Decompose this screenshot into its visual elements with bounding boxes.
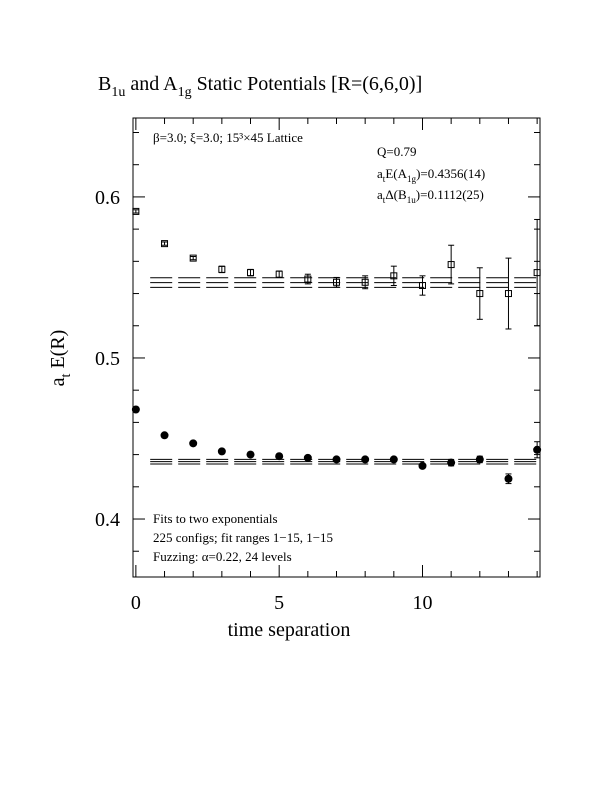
data-point: [247, 269, 255, 277]
annotation: Fuzzing: α=0.22, 24 levels: [153, 549, 292, 564]
data-point: [275, 452, 284, 461]
data-point: [303, 453, 312, 462]
subscript: t: [383, 195, 386, 205]
x-tick-label: 0: [131, 592, 141, 614]
text-segment: and A: [125, 73, 178, 95]
data-point: [132, 207, 140, 215]
annotation: atΔ(B1u)=0.1112(25): [377, 187, 484, 205]
text-segment: β=3.0; ξ=3.0; 15³×45 Lattice: [153, 130, 303, 145]
y-tick-label: 0.4: [95, 509, 120, 531]
text-segment: B: [98, 73, 111, 95]
text-segment: E(A: [385, 166, 407, 181]
data-point: [475, 455, 484, 464]
data-point: [189, 439, 198, 448]
data-point: [275, 270, 283, 278]
data-point: [504, 474, 513, 483]
data-point: [418, 461, 427, 470]
subscript: t: [383, 174, 386, 184]
subscript: 1g: [407, 174, 417, 184]
data-point: [447, 261, 455, 269]
data-point: [533, 269, 541, 277]
text-segment: Static Potentials [R=(6,6,0)]: [192, 73, 423, 95]
text-segment: Q=0.79: [377, 144, 416, 159]
x-tick-label: 10: [412, 592, 432, 614]
annotation: Q=0.79: [377, 144, 416, 159]
y-axis-label: at E(R): [47, 330, 74, 387]
subscript: t: [59, 373, 74, 377]
data-point: [447, 458, 456, 467]
data-point: [361, 278, 369, 286]
data-point: [131, 405, 140, 414]
text-segment: a: [377, 166, 383, 181]
data-point: [189, 254, 197, 262]
data-point: [304, 275, 312, 283]
data-point: [390, 272, 398, 280]
y-tick-label: 0.5: [95, 348, 120, 370]
data-point: [217, 447, 226, 456]
chart-title: B1u and A1g Static Potentials [R=(6,6,0)…: [98, 73, 422, 100]
data-point: [332, 455, 341, 464]
annotation: 225 configs; fit ranges 1−15, 1−15: [153, 530, 333, 545]
data-point: [476, 290, 484, 298]
annotation: atE(A1g)=0.4356(14): [377, 166, 485, 184]
subscript: 1g: [178, 85, 192, 100]
text-segment: Δ(B: [385, 187, 407, 202]
data-point: [389, 455, 398, 464]
data-point: [333, 278, 340, 286]
x-tick-label: 5: [274, 592, 284, 614]
text-segment: a: [377, 187, 383, 202]
data-point: [160, 431, 169, 440]
data-point: [246, 450, 255, 459]
text-segment: )=0.4356(14): [416, 166, 485, 181]
x-axis-label: time separation: [228, 619, 351, 641]
data-point: [218, 265, 226, 273]
data-point: [504, 290, 512, 298]
subscript: 1u: [111, 85, 125, 100]
annotation: Fits to two exponentials: [153, 511, 278, 526]
data-point: [533, 445, 542, 454]
data-point: [418, 281, 426, 289]
text-segment: )=0.1112(25): [416, 187, 484, 202]
text-segment: a: [47, 377, 69, 386]
subscript: 1u: [407, 195, 417, 205]
data-point: [361, 455, 370, 464]
text-segment: E(R): [47, 330, 69, 374]
annotation: β=3.0; ξ=3.0; 15³×45 Lattice: [153, 130, 303, 145]
y-tick-label: 0.6: [95, 187, 120, 209]
data-point: [161, 240, 169, 248]
